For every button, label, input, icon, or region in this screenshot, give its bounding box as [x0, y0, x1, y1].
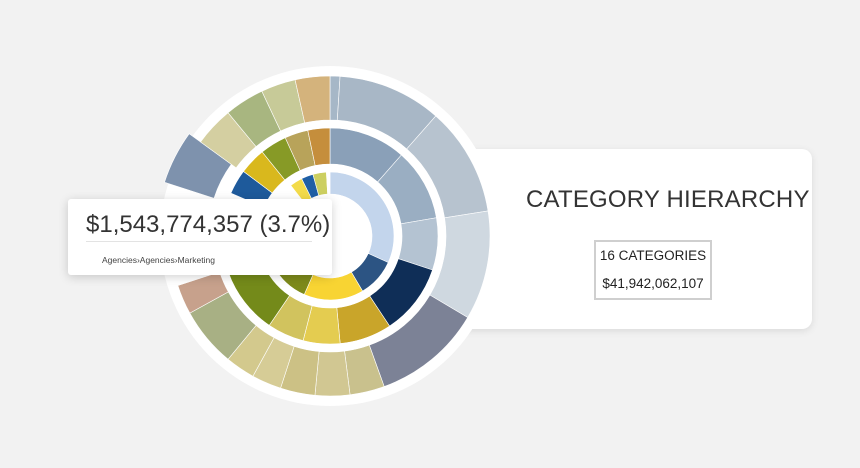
outer-ring-segment-6[interactable] — [314, 350, 351, 397]
category-count: 16 CATEGORIES — [599, 248, 707, 263]
chart-title: CATEGORY HIERARCHY — [526, 186, 810, 213]
total-value: $41,942,062,107 — [602, 276, 704, 291]
tooltip-divider — [86, 241, 312, 242]
summary-box: 16 CATEGORIES $41,942,062,107 — [594, 240, 712, 300]
segment-tooltip: $1,543,774,357 (3.7%) Agencies›Agencies›… — [68, 199, 332, 275]
tooltip-breadcrumb: Agencies›Agencies›Marketing — [102, 255, 215, 265]
tooltip-amount: $1,543,774,357 — [86, 211, 253, 238]
tooltip-value: $1,543,774,357 (3.7%) — [86, 211, 330, 239]
tooltip-percent: (3.7%) — [259, 211, 331, 238]
